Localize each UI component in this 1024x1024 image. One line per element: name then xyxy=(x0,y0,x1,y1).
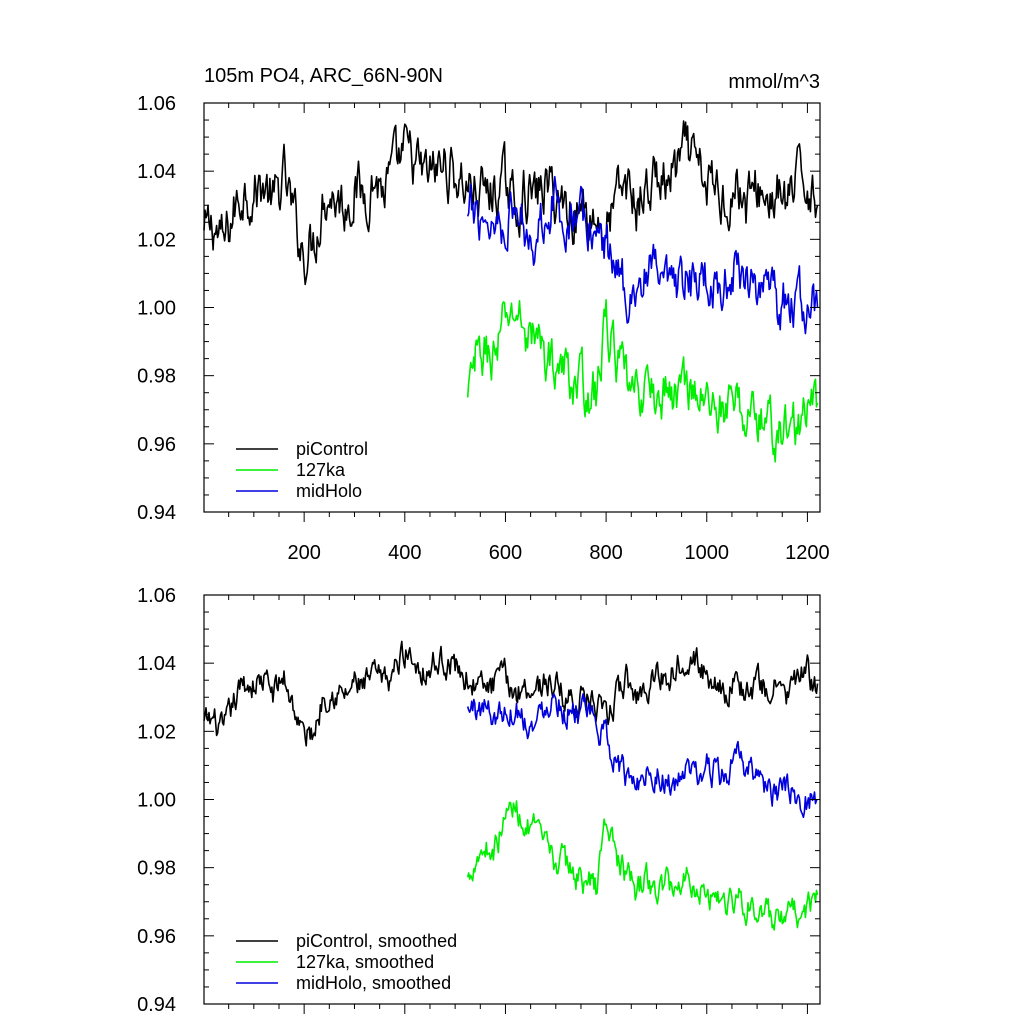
series-line-picontrol-smoothed xyxy=(203,640,819,747)
x-tick-label: 1000 xyxy=(685,542,730,564)
y-tick-label: 1.06 xyxy=(137,585,176,607)
legend-label: 127ka, smoothed xyxy=(296,952,434,972)
units-label: mmol/m^3 xyxy=(728,71,820,93)
legend-label: 127ka xyxy=(296,460,346,480)
legend-label: piControl, smoothed xyxy=(296,931,457,951)
x-tick-label: 200 xyxy=(287,542,320,564)
x-tick-label: 1200 xyxy=(785,542,830,564)
y-tick-label: 1.04 xyxy=(137,161,176,183)
y-tick-label: 1.06 xyxy=(137,93,176,115)
y-tick-label: 0.98 xyxy=(137,858,176,880)
y-tick-label: 0.94 xyxy=(137,994,176,1016)
top-panel: 0.94 0.96 0.98 1.00 1.02 1.04 1.06 200 400 600 800… xyxy=(137,93,830,564)
x-tick-label: 400 xyxy=(388,542,421,564)
legend-label: midHolo xyxy=(296,481,362,501)
series-line-midholo xyxy=(466,175,819,335)
legend-label: midHolo, smoothed xyxy=(296,973,451,993)
y-tick-label: 0.94 xyxy=(137,502,176,524)
chart-title: 105m PO4, ARC_66N-90N xyxy=(204,65,443,87)
series-line-midholo-smoothed xyxy=(466,693,818,819)
y-tick-label: 0.98 xyxy=(137,366,176,388)
y-tick-label: 1.04 xyxy=(137,653,176,675)
y-tick-label: 1.02 xyxy=(137,721,176,743)
bottom-panel: 0.94 0.96 0.98 1.00 1.02 1.04 1.06 piControl, s… xyxy=(137,585,821,1016)
y-tick-label: 1.02 xyxy=(137,229,176,251)
x-tick-label: 600 xyxy=(489,542,522,564)
x-tick-label: 800 xyxy=(589,542,622,564)
y-tick-label: 0.96 xyxy=(137,434,176,456)
series-line-127ka-smoothed xyxy=(466,800,819,931)
series-line-127ka xyxy=(466,299,819,463)
series-line-picontrol xyxy=(203,120,819,286)
y-tick-label: 1.00 xyxy=(137,298,176,320)
y-tick-label: 0.96 xyxy=(137,926,176,948)
y-tick-label: 1.00 xyxy=(137,790,176,812)
legend-label: piControl xyxy=(296,439,368,459)
